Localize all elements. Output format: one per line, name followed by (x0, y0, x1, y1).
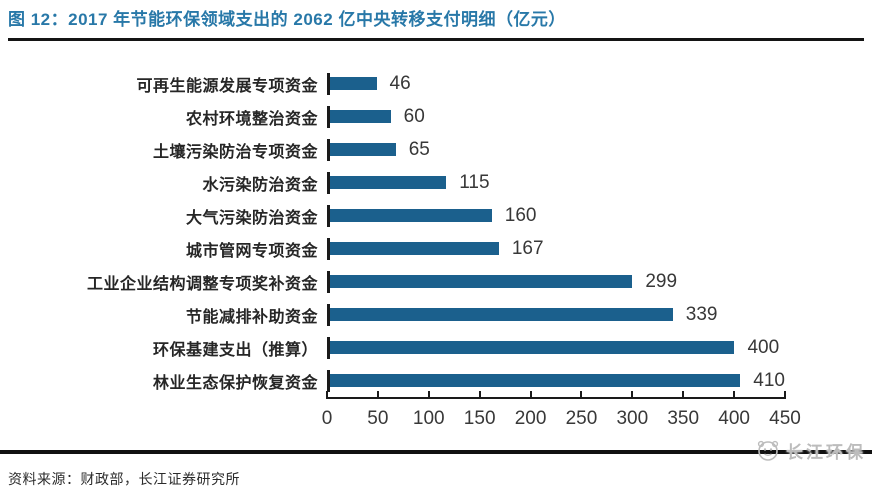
value-label: 299 (645, 270, 678, 292)
bar-track: 167 (327, 237, 785, 260)
bar-track: 65 (327, 138, 785, 161)
bar-track: 410 (327, 369, 785, 392)
bar (330, 275, 633, 288)
figure-title: 图 12：2017 年节能环保领域支出的 2062 亿中央转移支付明细（亿元） (8, 10, 566, 29)
category-label: 工业企业结构调整专项奖补资金 (86, 275, 318, 293)
bar (330, 110, 391, 123)
bar-track: 60 (327, 105, 785, 128)
watermark: 长江环保 (755, 437, 866, 463)
x-axis-tick-label: 350 (667, 408, 700, 429)
bar-track: 299 (327, 270, 785, 293)
x-axis-tick (580, 391, 583, 399)
category-label: 环保基建支出（推算） (152, 341, 318, 359)
x-axis: 0 50 100 150 200 250 300 350 400 450 (322, 391, 801, 439)
bar-chart: 可再生能源发展专项资金 46 农村环境整治资金 60 土壤污染防治专项资金 65 水污染防治… (0, 67, 872, 439)
category-label: 可再生能源发展专项资金 (136, 77, 318, 95)
x-axis-tick (682, 391, 685, 399)
x-axis-tick (733, 391, 736, 399)
category-label: 城市管网专项资金 (185, 242, 318, 260)
bar-track: 115 (327, 171, 785, 194)
value-label: 339 (685, 303, 718, 325)
title-divider (8, 38, 864, 41)
category-label: 节能减排补助资金 (185, 308, 318, 326)
x-axis-tick-label: 50 (367, 408, 389, 429)
category-label: 林业生态保护恢复资金 (152, 374, 318, 392)
chart-row: 城市管网专项资金 167 (0, 232, 872, 265)
bar-track: 46 (327, 72, 785, 95)
x-axis-tick (478, 391, 481, 399)
source-note: 资料来源：财政部，长江证券研究所 (8, 471, 240, 487)
chart-row: 水污染防治资金 115 (0, 166, 872, 199)
value-label: 60 (403, 105, 425, 127)
x-axis-tick-label: 250 (565, 408, 598, 429)
chart-row: 工业企业结构调整专项奖补资金 299 (0, 265, 872, 298)
chart-row: 大气污染防治资金 160 (0, 199, 872, 232)
bar (330, 308, 673, 321)
bar (330, 143, 396, 156)
value-label: 160 (504, 204, 537, 226)
bar (330, 176, 447, 189)
figure-header: 图 12：2017 年节能环保领域支出的 2062 亿中央转移支付明细（亿元） (0, 0, 872, 41)
value-label: 410 (753, 369, 785, 391)
watermark-text: 长江环保 (786, 442, 866, 462)
x-axis-tick-label: 300 (616, 408, 649, 429)
x-axis-tick-label: 0 (321, 408, 333, 429)
bar (330, 242, 499, 255)
bar-track: 339 (327, 303, 785, 326)
x-axis-tick-label: 100 (412, 408, 445, 429)
footer-divider: 长江环保 (0, 440, 872, 462)
bar-track: 160 (327, 204, 785, 227)
x-axis-tick-label: 150 (463, 408, 496, 429)
chart-row: 农村环境整治资金 60 (0, 100, 872, 133)
value-label: 400 (747, 336, 780, 358)
bar (330, 77, 377, 90)
x-axis-tick (326, 391, 328, 399)
mascot-logo-icon (757, 440, 779, 461)
x-axis-tick (631, 391, 634, 399)
bar-track: 400 (327, 336, 785, 359)
chart-row: 林业生态保护恢复资金 410 (0, 364, 872, 397)
x-axis-tick-label: 450 (769, 408, 801, 429)
category-label: 土壤污染防治专项资金 (152, 143, 318, 161)
chart-row: 可再生能源发展专项资金 46 (0, 67, 872, 100)
value-label: 167 (511, 237, 544, 259)
category-label: 大气污染防治资金 (185, 209, 318, 227)
x-axis-tick-label: 200 (514, 408, 547, 429)
chart-row: 土壤污染防治专项资金 65 (0, 133, 872, 166)
category-label: 水污染防治资金 (202, 176, 318, 194)
x-axis-tick (529, 391, 532, 399)
value-label: 65 (408, 138, 430, 160)
bar (330, 209, 492, 222)
value-label: 115 (459, 171, 490, 193)
x-axis-tick-label: 400 (718, 408, 750, 429)
value-label: 46 (389, 72, 411, 94)
x-axis-tick (376, 391, 379, 399)
x-axis-tick (427, 391, 430, 399)
bar (330, 374, 741, 387)
chart-row: 节能减排补助资金 339 (0, 298, 872, 331)
bar (330, 341, 735, 354)
category-label: 农村环境整治资金 (185, 110, 318, 128)
x-axis-tick (784, 391, 786, 399)
chart-rows: 可再生能源发展专项资金 46 农村环境整治资金 60 土壤污染防治专项资金 65 水污染防治… (0, 67, 872, 397)
chart-row: 环保基建支出（推算） 400 (0, 331, 872, 364)
